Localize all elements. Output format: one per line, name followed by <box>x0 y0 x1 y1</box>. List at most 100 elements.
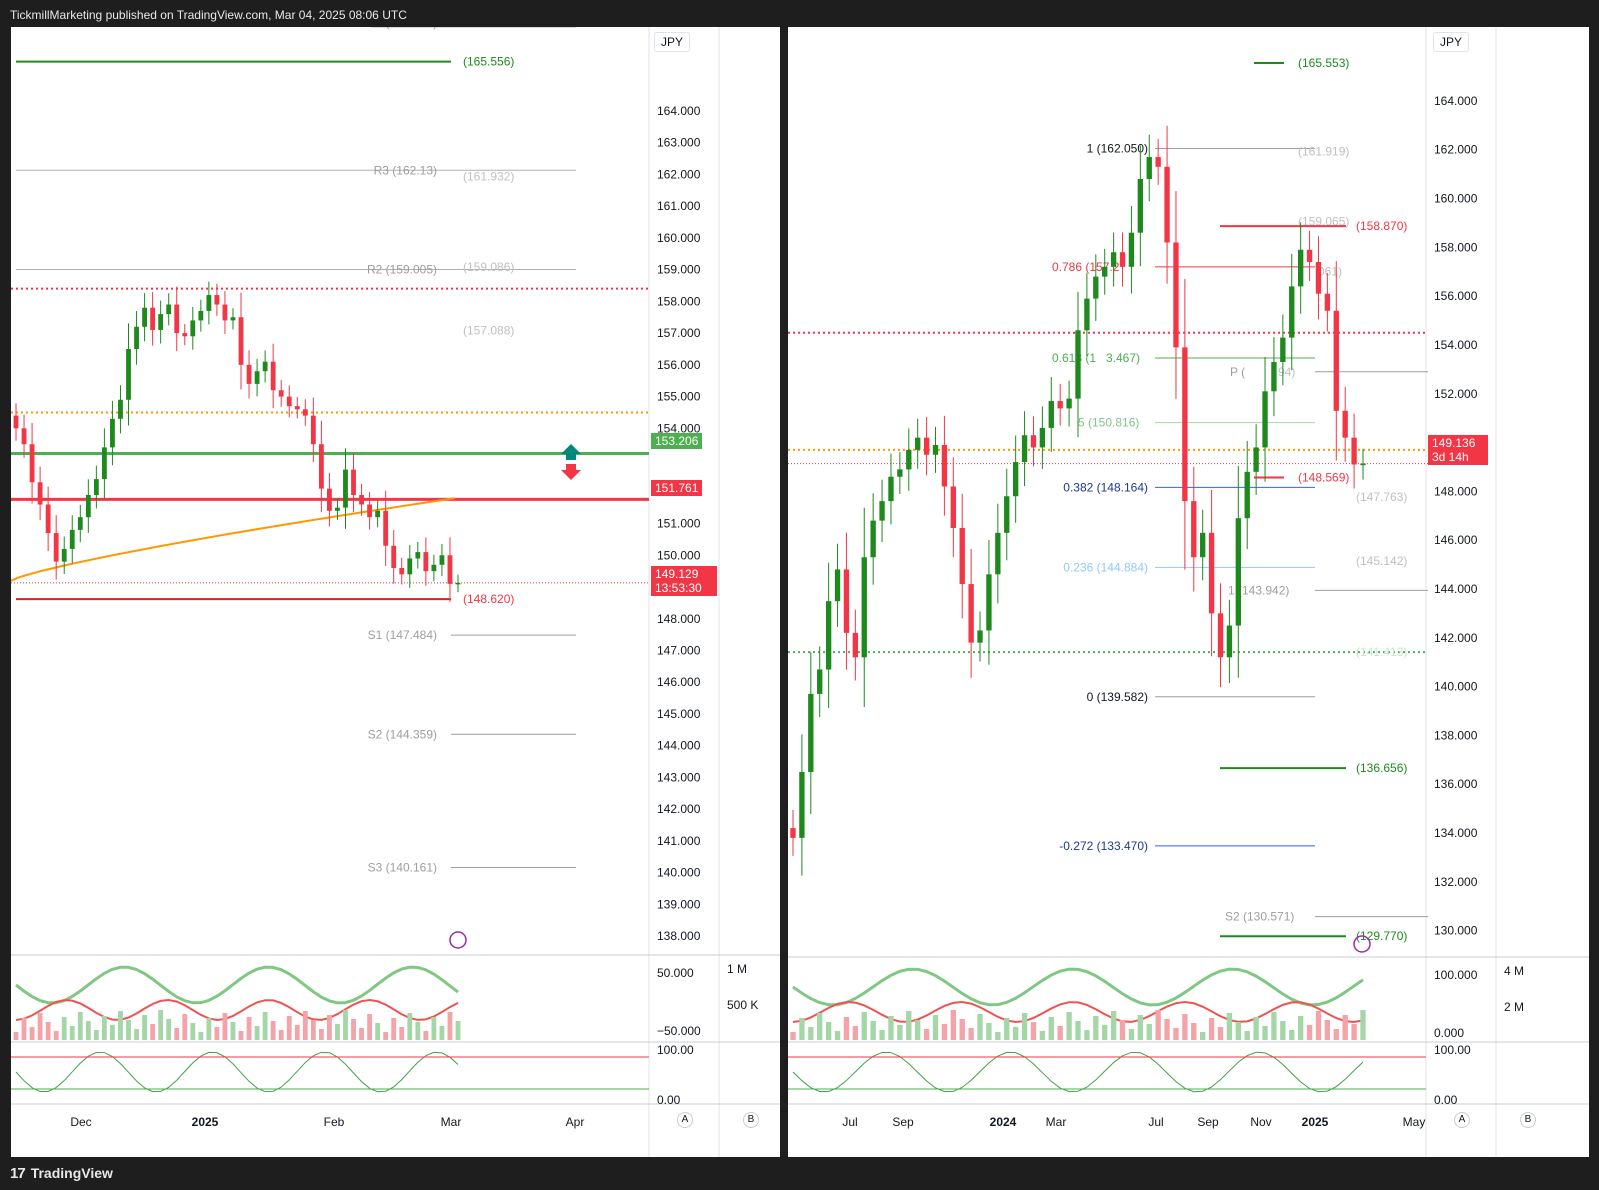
R-candle-body <box>825 601 832 670</box>
L-candle <box>61 536 67 1040</box>
R-pivot-label: P ( <box>1230 365 1245 379</box>
R-volume-bar <box>1271 1012 1277 1040</box>
left-currency-label[interactable]: JPY <box>654 32 691 52</box>
R-candle <box>1110 232 1117 1040</box>
R-candle-body <box>1244 471 1250 519</box>
R-candle <box>1155 138 1161 1040</box>
left-log-scale-button[interactable]: B <box>743 1112 759 1128</box>
R-candle <box>825 562 832 1040</box>
R-volume-bar <box>1280 1021 1286 1040</box>
R-candle <box>1057 383 1063 1040</box>
R-candle-body <box>1030 435 1037 448</box>
L-candle <box>230 308 236 1040</box>
R-volume-bar <box>817 1013 823 1040</box>
R-candle-body <box>870 520 876 558</box>
R-volume-bar <box>906 1011 912 1040</box>
right-chart-panel[interactable]: 164.000 162.000 160.000 158.000 156.000 154.0… <box>788 27 1589 1157</box>
R-candle-body <box>915 437 921 450</box>
R-volume-bar <box>1048 1017 1054 1040</box>
L-volume-bar <box>110 1025 115 1040</box>
R-candle <box>977 611 983 1040</box>
R-r-hi-label: (161.919) <box>1298 145 1349 159</box>
L-s1-label: S1 (147.484) <box>368 628 437 642</box>
L-pivot-alt-label: (157.088) <box>463 323 514 337</box>
L-candle <box>391 530 397 1040</box>
R-volume-bar <box>977 1014 983 1040</box>
R-s2-label: S2 (130.571) <box>1225 910 1294 924</box>
R-candle-body <box>941 444 948 487</box>
right-currency-label[interactable]: JPY <box>1433 32 1470 52</box>
R-stoch-line <box>792 1051 1364 1093</box>
L-candle <box>278 380 284 1040</box>
R-volume-bar <box>1191 1023 1197 1040</box>
R-candle <box>852 609 859 1040</box>
L-candle <box>447 537 453 1040</box>
L-candle-body <box>407 558 413 575</box>
left-chart-panel[interactable]: 164.000 163.000 162.000 161.000 160.000 159.0… <box>11 27 780 1157</box>
L-candle <box>407 544 413 1040</box>
R-candle-body <box>1200 532 1206 558</box>
L-volume-bar <box>37 1013 43 1040</box>
R-candle-body <box>923 437 930 455</box>
right-log-scale-button[interactable]: B <box>1520 1112 1536 1128</box>
R-price-tick: 146.000 <box>1434 533 1478 547</box>
R-candle <box>1066 380 1072 1040</box>
L-candle-body <box>85 494 91 518</box>
R-time-tick: Sep <box>1197 1115 1219 1129</box>
left-auto-scale-button[interactable]: A <box>677 1112 693 1128</box>
right-chart-canvas[interactable]: 164.000 162.000 160.000 158.000 156.000 154.0… <box>788 27 1589 1157</box>
R-l143-label: 1 (143.942) <box>1228 583 1289 597</box>
R-volume-bar <box>915 1020 921 1040</box>
R-volume-tick: 4 M <box>1504 964 1524 978</box>
R-candle-body <box>897 469 903 477</box>
L-low-label: (148.620) <box>463 592 514 606</box>
L-down-arrow-stem <box>566 464 576 470</box>
L-volume-bar <box>166 1019 172 1040</box>
L-volume-bar <box>45 1022 51 1040</box>
right-last-price-tag: 149.136 3d 14h <box>1428 435 1488 465</box>
L-volume-bar <box>69 1026 75 1040</box>
R-volume-bar <box>1324 1020 1331 1040</box>
L-s2-label: S2 (144.359) <box>368 727 437 741</box>
R-candle-body <box>1324 293 1331 311</box>
R-candle-body <box>817 669 823 694</box>
left-chart-canvas[interactable]: 164.000 163.000 162.000 161.000 160.000 159.0… <box>11 27 780 1157</box>
R-price-tick: 164.000 <box>1434 94 1478 108</box>
L-price-tick: 156.000 <box>657 358 701 372</box>
R-candle-body <box>1280 337 1286 363</box>
R-stoch-tick: 100.00 <box>1434 1043 1471 1057</box>
R-osc-tick: 100.000 <box>1434 968 1478 982</box>
L-candle-body <box>455 582 461 585</box>
R-volume-bar <box>1289 1030 1295 1040</box>
R-volume-bar <box>932 1015 939 1040</box>
L-time-tick: Mar <box>441 1115 462 1129</box>
L-candle-body <box>367 504 373 518</box>
R-fib-m272-label: -0.272 (133.470) <box>1059 839 1148 853</box>
L-candle-body <box>439 555 445 565</box>
R-candle <box>923 417 930 1040</box>
right-auto-scale-button[interactable]: A <box>1454 1112 1470 1128</box>
L-candle-body <box>198 310 204 321</box>
R-candle-body <box>1075 330 1081 399</box>
L-volume-bar <box>198 1032 204 1040</box>
L-volume-bar <box>351 1019 356 1040</box>
L-price-tick: 158.000 <box>657 294 701 308</box>
L-r1-label: R1 (154.807) <box>367 27 437 30</box>
R-candle <box>986 540 992 1040</box>
L-candle-body <box>190 320 196 337</box>
R-candle <box>1360 448 1366 1040</box>
L-candle <box>310 397 316 1040</box>
R-volume-bar <box>1012 1027 1019 1040</box>
L-candle-body <box>206 295 212 311</box>
L-candle <box>399 557 405 1040</box>
R-candle-body <box>799 771 805 838</box>
R-price-tick: 160.000 <box>1434 192 1478 206</box>
L-candle <box>383 490 389 1040</box>
R-candle-body <box>1110 252 1117 267</box>
R-volume-bar <box>799 1018 805 1040</box>
L-candle <box>431 554 437 1040</box>
R-candle-body <box>950 486 956 528</box>
R-fib-1-label: 1 (162.050) <box>1087 142 1148 156</box>
L-down-arrow-icon <box>561 470 581 480</box>
R-candle-body <box>1021 435 1028 463</box>
